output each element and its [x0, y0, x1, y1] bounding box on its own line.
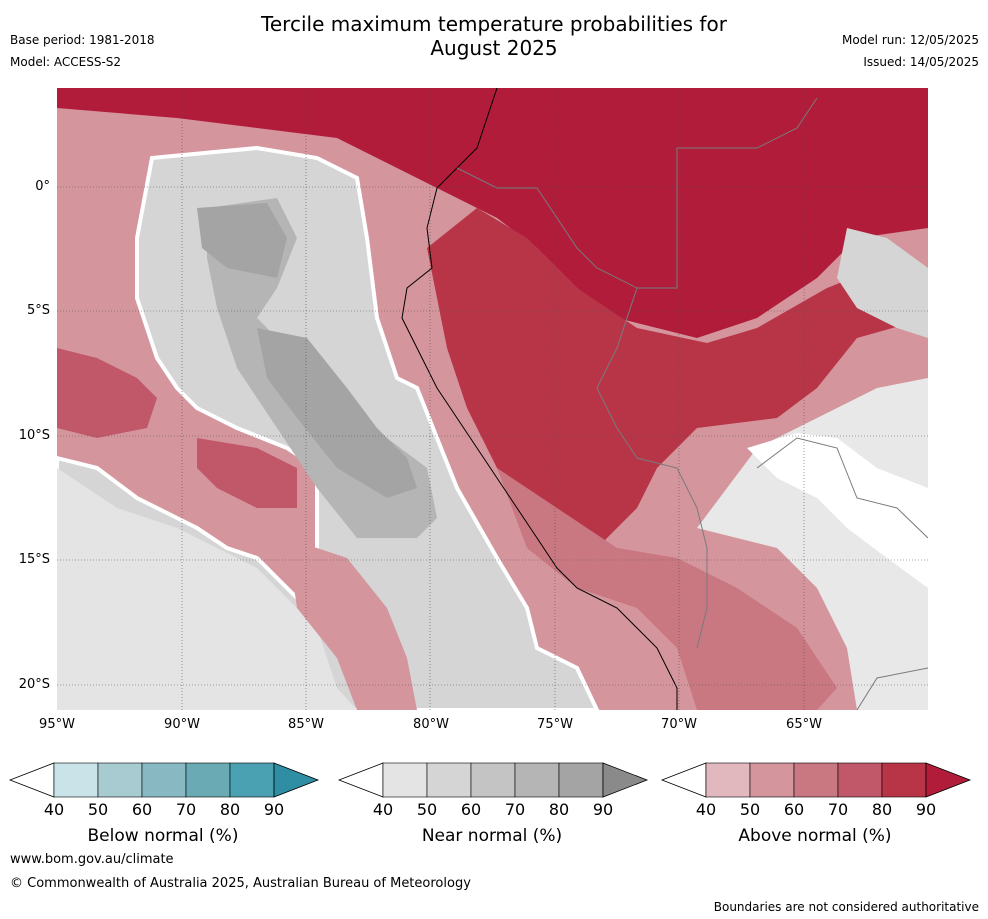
colorbar-segment: [514, 762, 560, 798]
zone-east-low: [697, 378, 928, 710]
colorbar-above-normal: [660, 762, 972, 798]
colorbars-svg: [8, 762, 972, 798]
lon-label-85w: 85°W: [288, 717, 324, 732]
colorbar-segment: [382, 762, 428, 798]
colorbar-segment: [141, 762, 187, 798]
title-line-2: August 2025: [430, 36, 558, 60]
colorbar-label-below: Below normal (%): [87, 826, 239, 846]
zone-near-80-core: [197, 203, 287, 278]
colorbar-left-extend: [8, 762, 55, 798]
colorbar-segment: [881, 762, 927, 798]
lon-label-65w: 65°W: [786, 717, 822, 732]
map-canvas: [57, 88, 928, 710]
zone-above-70-peru: [497, 468, 837, 710]
lon-label-80w: 80°W: [413, 717, 449, 732]
colorbar-near-normal: [337, 762, 649, 798]
zone-above-90-north: [57, 88, 928, 338]
colorbar-segment: [53, 762, 99, 798]
colorbar-tick: 60: [460, 800, 482, 819]
model-run: Model run: 12/05/2025: [841, 33, 979, 47]
colorbar-tick: 90: [915, 800, 937, 819]
colorbar-segment: [837, 762, 883, 798]
grid-lines: [57, 88, 928, 710]
chart-title: Tercile maximum temperature probabilitie…: [0, 12, 988, 60]
meta-left: Base period: 1981-2018 Model: ACCESS-S2: [10, 29, 155, 73]
coastline: [401, 88, 678, 710]
colorbar-segment: [558, 762, 604, 798]
lon-label-90w: 90°W: [164, 717, 200, 732]
colorbar-tick: 70: [504, 800, 526, 819]
footer-disclaimer: Boundaries are not considered authoritat…: [713, 900, 979, 914]
colorbar-tick: 90: [263, 800, 285, 819]
colorbar-tick: 40: [43, 800, 65, 819]
lon-label-75w: 75°W: [537, 717, 573, 732]
colorbar-tick: 40: [372, 800, 394, 819]
zone-above-80-amazon: [427, 208, 928, 558]
colorbar-segment: [705, 762, 751, 798]
zone-above-60-south: [287, 538, 417, 710]
meta-right: Model run: 12/05/2025 Issued: 14/05/2025: [842, 29, 979, 73]
colorbar-segment: [185, 762, 231, 798]
colorbar-left-extend: [660, 762, 707, 798]
colorbar-segment: [793, 762, 839, 798]
colorbar-right-extend: [273, 762, 320, 798]
lat-label-20s: 20°S: [18, 677, 50, 692]
lat-label-0: 0°: [35, 179, 50, 194]
zone-near-80-south: [257, 328, 417, 498]
lon-label-95w: 95°W: [39, 717, 75, 732]
probability-map: [57, 88, 928, 710]
colorbar-segment: [426, 762, 472, 798]
colorbar-tick: 60: [783, 800, 805, 819]
colorbar-right-extend: [602, 762, 649, 798]
lat-label-5s: 5°S: [26, 303, 50, 318]
colorbar-tick: 50: [739, 800, 761, 819]
colorbar-tick: 80: [219, 800, 241, 819]
colorbar-below-normal: [8, 762, 320, 798]
model-name: Model: ACCESS-S2: [10, 55, 122, 69]
colorbar-right-extend: [925, 762, 972, 798]
colorbar-tick: 80: [548, 800, 570, 819]
colorbar-segment: [749, 762, 795, 798]
colorbar-tick: 60: [131, 800, 153, 819]
zone-above-70-west: [57, 348, 157, 438]
base-period: Base period: 1981-2018: [10, 33, 155, 47]
colorbar-segment: [97, 762, 143, 798]
colorbar-tick: 40: [695, 800, 717, 819]
zone-east-white: [747, 433, 928, 588]
colorbar-segment: [470, 762, 516, 798]
zone-near-40: [57, 468, 357, 710]
issued-date: Issued: 14/05/2025: [863, 55, 979, 69]
colorbar-label-above: Above normal (%): [738, 826, 892, 846]
colorbar-tick: 50: [87, 800, 109, 819]
zone-above-70-sw: [197, 438, 297, 508]
colorbar-tick: 90: [592, 800, 614, 819]
lat-label-10s: 10°S: [18, 428, 50, 443]
footer-copyright: © Commonwealth of Australia 2025, Austra…: [10, 876, 471, 891]
colorbar-tick: 70: [827, 800, 849, 819]
colorbar-segment: [229, 762, 275, 798]
colorbar-tick: 80: [871, 800, 893, 819]
title-line-1: Tercile maximum temperature probabilitie…: [261, 12, 727, 36]
colorbar-tick: 50: [416, 800, 438, 819]
footer-url[interactable]: www.bom.gov.au/climate: [10, 852, 174, 867]
country-borders: [456, 97, 928, 710]
lat-label-15s: 15°S: [18, 552, 50, 567]
colorbar-tick: 70: [175, 800, 197, 819]
lon-label-70w: 70°W: [661, 717, 697, 732]
colorbar-label-near: Near normal (%): [421, 826, 563, 846]
zone-east-near-box: [837, 228, 928, 338]
colorbar-left-extend: [337, 762, 384, 798]
